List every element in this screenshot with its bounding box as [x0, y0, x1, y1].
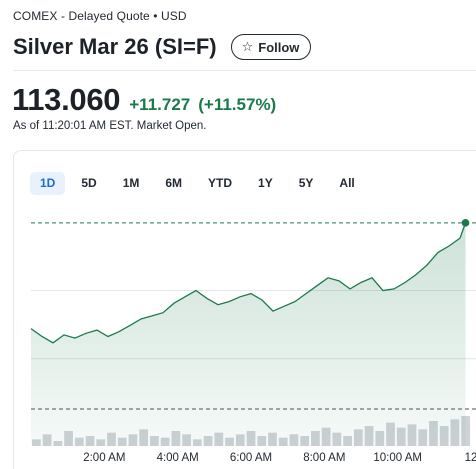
x-tick-label: 6:00 AM	[230, 452, 272, 464]
x-tick-label: 10:00 AM	[373, 452, 422, 464]
quote-row: 113.060 +11.727 (+11.57%)	[12, 82, 276, 118]
x-tick-label: 4:00 AM	[157, 452, 199, 464]
follow-label: Follow	[258, 39, 300, 55]
range-all[interactable]: All	[339, 176, 355, 190]
price-line	[30, 222, 467, 344]
price-change: +11.727	[129, 95, 191, 114]
range-1d[interactable]: 1D	[30, 172, 66, 195]
star-outline-icon: ☆	[241, 39, 254, 54]
x-tick-label: 2:00 AM	[83, 452, 125, 464]
volume-bar	[461, 416, 470, 446]
follow-button[interactable]: ☆ Follow	[230, 34, 312, 60]
range-selector: 1D 5D 1M 6M YTD 1Y 5Y All	[30, 172, 371, 195]
x-tick-label: 12	[465, 452, 476, 464]
range-5d[interactable]: 5D	[81, 176, 97, 190]
price-value: 113.060	[12, 82, 121, 117]
title-row: Silver Mar 26 (SI=F) ☆ Follow	[13, 33, 312, 61]
page-title: Silver Mar 26 (SI=F)	[13, 34, 217, 59]
range-1m[interactable]: 1M	[122, 176, 140, 190]
quote-timestamp: As of 11:20:01 AM EST. Market Open.	[13, 120, 207, 132]
price-change-percent: (+11.57%)	[198, 95, 277, 114]
price-area	[31, 222, 466, 446]
header-divider	[13, 70, 476, 71]
exchange-info: COMEX - Delayed Quote • USD	[13, 9, 187, 23]
last-price-marker	[461, 219, 470, 227]
x-tick-label: 8:00 AM	[303, 452, 345, 464]
range-ytd[interactable]: YTD	[208, 176, 233, 190]
range-1y[interactable]: 1Y	[258, 176, 273, 190]
range-5y[interactable]: 5Y	[298, 176, 314, 190]
range-6m[interactable]: 6M	[165, 176, 183, 190]
